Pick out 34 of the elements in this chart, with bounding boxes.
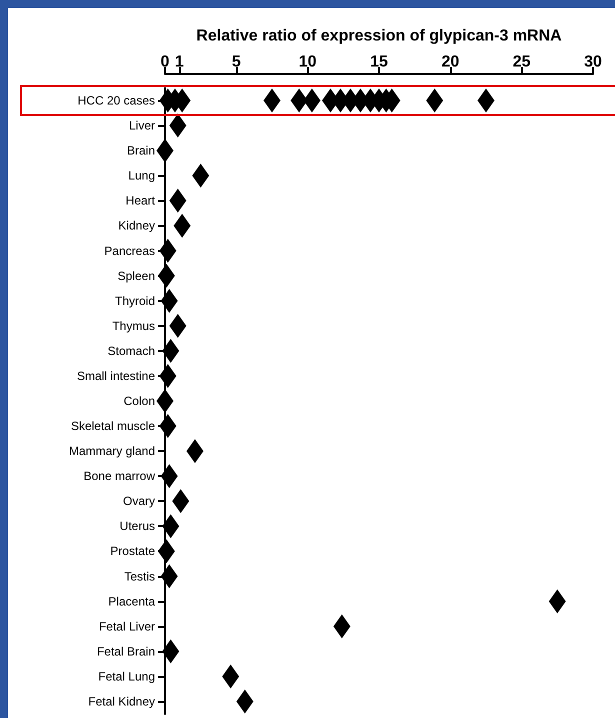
x-tick-label: 0 bbox=[160, 54, 170, 70]
x-axis-title: Relative ratio of expression of glypican-3 mRNA bbox=[196, 28, 562, 44]
y-tick-label: Fetal Lung bbox=[98, 669, 155, 684]
y-tick-label: Fetal Kidney bbox=[88, 694, 155, 708]
x-tick-label: 30 bbox=[584, 54, 602, 70]
y-tick-label: Lung bbox=[128, 168, 155, 183]
y-tick-label: Liver bbox=[128, 118, 155, 133]
y-tick-label: Pancreas bbox=[104, 244, 155, 258]
x-tick-label: 20 bbox=[441, 54, 460, 70]
y-tick-label: Placenta bbox=[108, 594, 156, 608]
x-tick-label: 15 bbox=[370, 54, 388, 70]
y-tick-label: Ovary bbox=[122, 494, 155, 508]
x-tick-label: 5 bbox=[232, 54, 241, 70]
y-tick-label: Heart bbox=[126, 194, 156, 208]
y-tick-label: Kidney bbox=[118, 218, 155, 233]
x-tick-label: 10 bbox=[298, 54, 317, 70]
y-tick-label: Testis bbox=[124, 569, 155, 584]
y-tick-label: Spleen bbox=[118, 268, 155, 283]
x-tick-label: 1 bbox=[174, 54, 184, 70]
y-tick-label: Colon bbox=[124, 394, 155, 408]
y-tick-label: Uterus bbox=[120, 519, 155, 534]
y-tick-label: Fetal Brain bbox=[96, 644, 155, 658]
y-tick-label: Thymus bbox=[112, 318, 155, 333]
y-tick-label: HCC 20 cases bbox=[78, 94, 155, 108]
y-tick-label: Mammary gland bbox=[68, 444, 155, 458]
y-tick-label: Prostate bbox=[110, 544, 156, 558]
y-tick-label: Small intestine bbox=[76, 368, 156, 383]
y-tick-label: Thyroid bbox=[114, 294, 155, 308]
y-tick-label: Skeletal muscle bbox=[70, 419, 156, 434]
y-tick-label: Brain bbox=[126, 144, 155, 158]
y-tick-label: Stomach bbox=[108, 344, 155, 358]
y-tick-label: Fetal Liver bbox=[98, 619, 155, 634]
y-tick-label: Bone marrow bbox=[84, 469, 156, 484]
x-tick-label: 25 bbox=[512, 54, 531, 70]
